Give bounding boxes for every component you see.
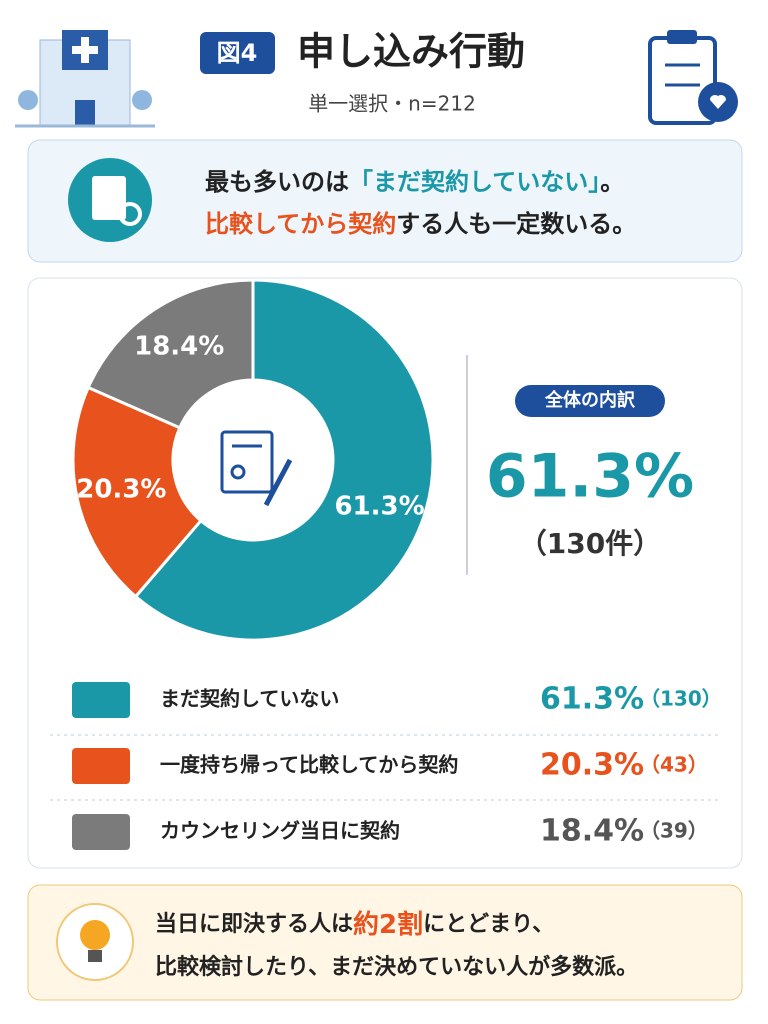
slice-label: 20.3% [76,474,166,504]
donut-slice [133,278,435,642]
summary-icon-doc [92,176,126,220]
bulb [80,920,110,950]
legend-count: （130） [640,687,722,711]
summary-highlight: 「まだ契約していない」 [349,168,600,196]
legend-swatch [72,748,130,784]
footer-line: 当日に即決する人は約2割にとどまり、 [155,909,554,940]
summary-text: 。 [600,168,624,196]
summary-box [27,139,743,263]
center-icon [220,430,293,507]
donut: 61.3% 20.3% 18.4% [71,278,435,642]
legend-label: まだ契約していない [160,687,339,711]
callout-pill [515,385,665,417]
legend-label: 一度持ち帰って比較してから契約 [160,753,458,777]
donut-slice [71,385,203,599]
badge-bg [200,32,275,74]
footer-text: 比較検討したり、まだ決めていない人が多数派。 [155,954,638,980]
subtitle: 単一選択・n=212 [308,92,476,116]
legend-value: 20.3% [540,748,644,783]
legend-count: （43） [640,753,708,777]
slice-label: 18.4% [134,331,224,361]
footer-text: 当日に即決する人は [155,912,353,937]
legend-swatch [72,682,130,718]
callout-value: 61.3% [486,442,694,512]
slice-label: 61.3% [334,491,424,521]
legend-count: （39） [640,819,708,843]
legend: まだ契約していない 61.3%（130）一度持ち帰って比較してから契約 20.3%（… [72,682,722,850]
footer-box [27,884,743,1001]
legend-value: 18.4% [540,814,644,849]
footer-text: にとどまり、 [423,912,554,937]
legend-swatch [72,814,130,850]
title: 申し込み行動 [297,30,525,74]
hospital-icon [15,30,155,128]
badge: 図4 [217,39,258,67]
bulb-base [88,950,102,962]
legend-value: 61.3% [540,682,644,717]
footer-line: 比較検討したり、まだ決めていない人が多数派。 [155,954,638,980]
summary-line: 比較してから契約する人も一定数いる。 [205,210,636,238]
summary-text: 最も多いのは [205,168,349,196]
legend-label: カウンセリング当日に契約 [160,819,400,843]
footer-highlight: 約2割 [353,909,423,940]
callout-label: 全体の内訳 [544,389,636,411]
clipboard-icon [648,30,738,125]
summary-text: する人も一定数いる。 [396,210,636,238]
donut-slice [86,278,255,430]
summary-icon-lens [118,202,142,226]
callout-count: （130件） [519,527,661,560]
summary-highlight: 比較してから契約 [205,210,396,238]
summary-line: 最も多いのは「まだ契約していない」。 [205,168,624,196]
